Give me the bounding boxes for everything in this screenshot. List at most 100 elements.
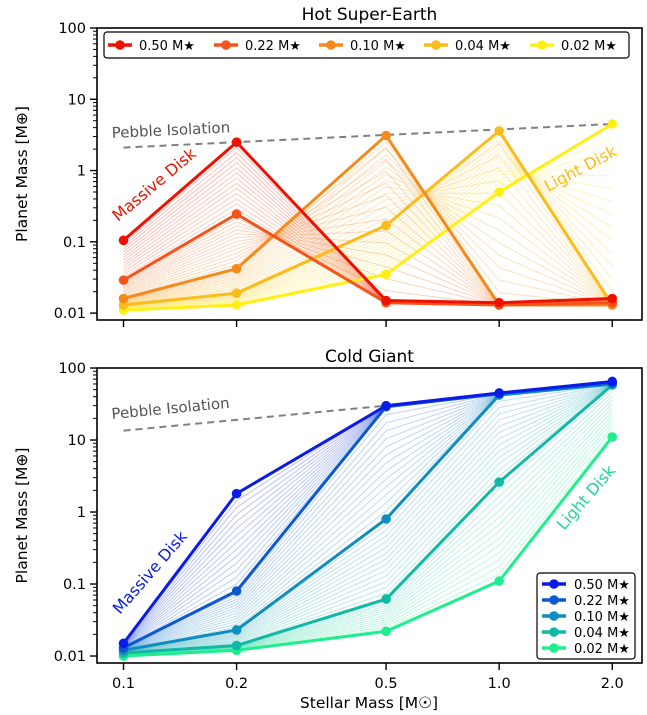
data-point: [494, 388, 504, 398]
interpolated-curve: [123, 384, 613, 654]
interpolated-curve: [123, 160, 613, 309]
legend-item: 0.50 M★: [108, 39, 195, 54]
plot-area: [118, 376, 618, 661]
legend-item: 0.50 M★: [542, 578, 630, 593]
interpolated-curve: [123, 173, 613, 310]
y-tick-label: 0.1: [63, 235, 86, 251]
data-point: [607, 432, 618, 442]
legend-label: 0.10 M★: [350, 39, 406, 54]
pebble-isolation-line: [123, 404, 387, 432]
y-axis-label: Planet Mass [M⊕]: [13, 448, 31, 584]
legend-item: 0.10 M★: [542, 610, 630, 625]
interpolated-curve: [123, 383, 613, 652]
data-point: [607, 119, 618, 129]
interpolated-curve: [123, 179, 613, 306]
legend-item: 0.02 M★: [542, 642, 630, 657]
x-tick-label: 1.0: [488, 676, 511, 692]
interpolated-curve: [123, 383, 613, 652]
legend-label: 0.22 M★: [245, 39, 301, 54]
interpolated-curve: [123, 147, 613, 307]
interpolated-curve: [123, 154, 613, 306]
interpolated-curve: [123, 384, 613, 653]
data-point: [381, 594, 391, 604]
y-tick-label: 1: [77, 505, 86, 521]
legend-marker: [115, 40, 125, 50]
legend-label: 0.02 M★: [561, 39, 617, 54]
legend-box: [103, 31, 630, 59]
data-point: [231, 625, 242, 635]
legend-label: 0.04 M★: [574, 626, 630, 641]
plot-area: [118, 119, 618, 315]
interpolated-curve: [123, 155, 613, 306]
legend-label: 0.02 M★: [574, 642, 630, 657]
legend-marker: [537, 40, 547, 50]
legend-label: 0.50 M★: [574, 578, 630, 593]
interpolated-curve: [123, 166, 613, 306]
interpolated-curve: [123, 384, 613, 653]
data-point: [494, 187, 504, 197]
legend-label: 0.10 M★: [574, 610, 630, 625]
data-point: [381, 514, 391, 524]
interpolated-curve: [123, 165, 613, 309]
data-point: [118, 275, 129, 285]
interpolated-curve: [123, 383, 613, 652]
data-point: [607, 376, 618, 387]
legend-marker: [549, 579, 559, 589]
data-point: [118, 638, 129, 649]
interpolated-curve: [123, 180, 613, 306]
interpolated-curve: [123, 167, 613, 306]
data-point: [231, 288, 242, 299]
data-point: [494, 576, 504, 586]
data-point: [381, 220, 391, 231]
pebble-isolation-label: Pebble Isolation: [111, 394, 231, 423]
legend-item: 0.22 M★: [214, 39, 301, 54]
legend-item: 0.22 M★: [542, 594, 630, 609]
interpolated-curve: [123, 160, 613, 306]
y-tick-label: 10: [68, 92, 86, 108]
interpolated-curve: [123, 186, 613, 306]
legend-marker: [326, 40, 336, 50]
x-axis-label: Stellar Mass [M☉]: [300, 694, 438, 712]
legend-marker: [549, 643, 559, 653]
y-tick-label: 100: [58, 361, 86, 377]
legend-item: 0.04 M★: [542, 626, 630, 641]
interpolated-curve: [123, 147, 613, 306]
pebble-isolation-line: [123, 122, 613, 149]
data-point: [231, 209, 242, 219]
panel-title: Hot Super-Earth: [302, 5, 438, 25]
data-point: [494, 297, 504, 308]
light-disk-label: Light Disk: [541, 141, 621, 195]
interpolated-curve: [123, 192, 613, 306]
y-tick-label: 100: [58, 21, 86, 37]
y-tick-label: 1: [77, 164, 86, 180]
y-tick-label: 0.01: [54, 649, 86, 665]
interpolated-curve: [123, 383, 613, 652]
legend-item: 0.10 M★: [319, 39, 406, 54]
legend-marker: [549, 611, 559, 621]
data-point: [494, 126, 504, 136]
series-1: [118, 376, 618, 649]
y-axis-label: Planet Mass [M⊕]: [13, 106, 31, 242]
legend: 0.50 M★0.22 M★0.10 M★0.04 M★0.02 M★: [536, 572, 636, 660]
pebble-isolation-label: Pebble Isolation: [111, 118, 230, 142]
legend-marker: [549, 595, 559, 605]
interpolated-curve: [123, 384, 613, 653]
data-point: [381, 269, 391, 280]
interpolated-curves: [123, 134, 613, 311]
interpolated-curve: [123, 414, 613, 656]
series-group: [118, 119, 618, 315]
series-group: [118, 376, 618, 661]
data-point: [118, 235, 129, 246]
interpolated-curve: [123, 384, 613, 653]
legend-label: 0.22 M★: [574, 594, 630, 609]
interpolated-curve: [123, 156, 613, 308]
legend-item: 0.02 M★: [530, 39, 617, 54]
legend-label: 0.04 M★: [455, 39, 511, 54]
panel-title: Cold Giant: [325, 347, 414, 367]
interpolated-curve: [123, 173, 613, 306]
legend-marker: [221, 40, 231, 50]
interpolated-curve: [123, 384, 613, 653]
legend-box: [536, 572, 636, 660]
